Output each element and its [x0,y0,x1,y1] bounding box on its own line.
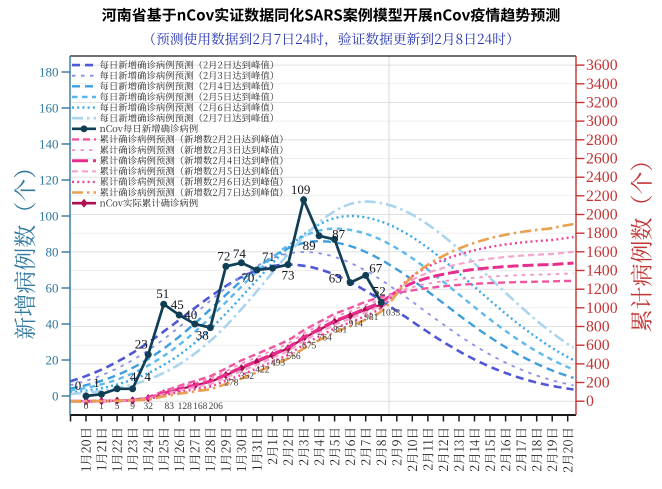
svg-text:278: 278 [224,379,239,389]
svg-text:63: 63 [329,271,342,286]
svg-text:5: 5 [115,402,120,412]
svg-text:83: 83 [164,402,174,412]
svg-text:0: 0 [52,389,59,404]
svg-text:2400: 2400 [586,169,618,186]
svg-text:914: 914 [349,319,364,329]
svg-text:72: 72 [217,248,230,263]
svg-text:70: 70 [241,270,254,285]
svg-text:3400: 3400 [586,76,618,93]
svg-text:109: 109 [291,182,311,197]
svg-text:1: 1 [93,375,100,390]
svg-text:51: 51 [156,286,169,301]
svg-text:2200: 2200 [586,188,618,205]
svg-text:981: 981 [364,313,379,323]
svg-text:32: 32 [143,402,153,412]
svg-text:140: 140 [39,137,59,152]
svg-text:60: 60 [46,281,59,296]
svg-text:3200: 3200 [586,95,618,112]
svg-text:87: 87 [332,226,346,241]
svg-text:120: 120 [39,173,59,188]
svg-text:200: 200 [586,375,610,392]
svg-text:40: 40 [184,307,197,322]
svg-text:851: 851 [333,325,348,335]
svg-text:100: 100 [39,209,59,224]
svg-text:2600: 2600 [586,151,618,168]
svg-text:3600: 3600 [586,57,618,74]
svg-text:2800: 2800 [586,132,618,149]
svg-text:566: 566 [286,352,301,362]
svg-text:422: 422 [255,365,270,375]
svg-text:89: 89 [303,238,316,253]
svg-text:4: 4 [130,369,137,384]
svg-text:2000: 2000 [586,207,618,224]
svg-text:493: 493 [271,359,286,369]
svg-text:1400: 1400 [586,263,618,280]
svg-text:67: 67 [369,260,383,275]
svg-text:675: 675 [302,342,317,352]
svg-text:40: 40 [46,317,59,332]
svg-text:45: 45 [171,297,184,312]
svg-text:168: 168 [193,402,208,412]
svg-text:80: 80 [46,245,59,260]
svg-text:1000: 1000 [586,300,618,317]
svg-text:3000: 3000 [586,113,618,130]
svg-text:0: 0 [75,378,82,393]
svg-text:1200: 1200 [586,281,618,298]
svg-text:1: 1 [99,402,104,412]
svg-text:74: 74 [233,246,247,261]
svg-text:52: 52 [373,283,386,298]
svg-text:20: 20 [46,353,59,368]
svg-text:38: 38 [196,328,209,343]
svg-text:180: 180 [39,65,59,80]
svg-text:764: 764 [317,333,332,343]
svg-text:1033: 1033 [381,308,400,318]
svg-text:23: 23 [135,337,148,352]
svg-text:71: 71 [262,249,275,264]
svg-text:160: 160 [39,101,59,116]
svg-text:1600: 1600 [586,244,618,261]
svg-text:400: 400 [586,356,610,373]
svg-text:600: 600 [586,337,610,354]
svg-text:4: 4 [144,369,151,384]
svg-text:128: 128 [178,402,193,412]
svg-text:9: 9 [130,402,135,412]
svg-text:0: 0 [586,393,594,410]
svg-text:0: 0 [84,402,89,412]
svg-text:352: 352 [240,372,255,382]
svg-text:1800: 1800 [586,225,618,242]
svg-text:800: 800 [586,319,610,336]
svg-text:206: 206 [209,402,224,412]
svg-text:73: 73 [282,268,295,283]
